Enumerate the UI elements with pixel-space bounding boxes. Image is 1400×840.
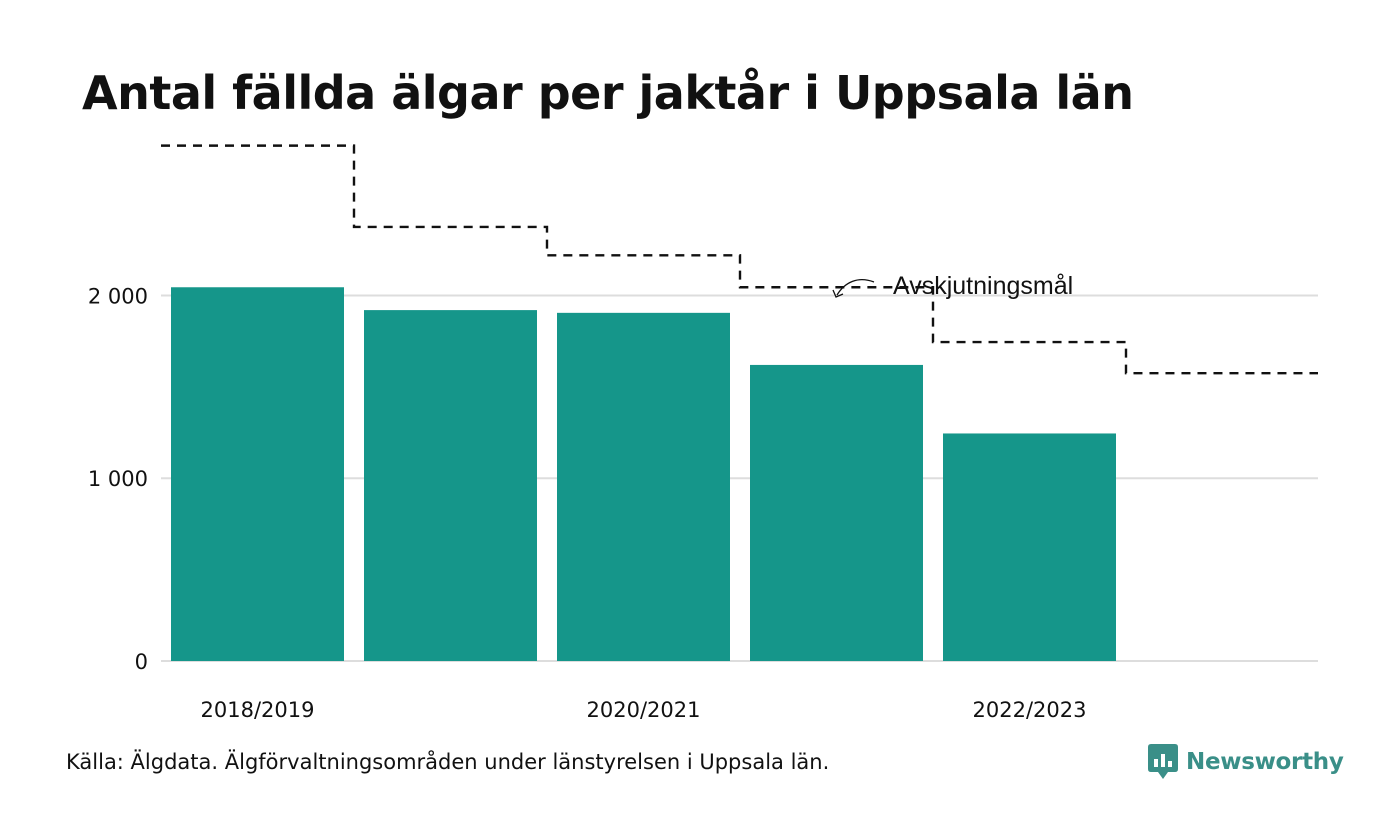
annotation-arrow — [836, 279, 875, 296]
x-tick-label: 2022/2023 — [973, 698, 1087, 722]
x-tick-label: 2020/2021 — [587, 698, 701, 722]
y-axis-ticks: 0 1 000 2 000 — [88, 284, 148, 674]
target-step-line — [161, 144, 1318, 375]
annotation-arrowhead — [832, 289, 844, 298]
x-axis-ticks: 2018/2019 2020/2021 2022/2023 — [201, 698, 1087, 722]
bar — [750, 364, 923, 661]
bar — [364, 310, 537, 661]
brand-name: Newsworthy — [1186, 749, 1344, 775]
bars — [171, 287, 1116, 661]
target-step-path — [161, 144, 1318, 375]
newsworthy-chart-bubble-icon — [1148, 744, 1178, 779]
bar — [557, 312, 730, 661]
source-note: Källa: Älgdata. Älgförvaltningsområden u… — [66, 750, 830, 774]
target-annotation: Avskjutningsmål — [832, 272, 1073, 300]
y-tick-label: 1 000 — [88, 467, 148, 491]
grid-lines — [161, 294, 1318, 662]
annotation-label: Avskjutningsmål — [893, 272, 1073, 300]
chart-title: Antal fällda älgar per jaktår i Uppsala … — [82, 66, 1134, 120]
bar — [943, 433, 1116, 661]
y-tick-label: 0 — [135, 650, 148, 674]
y-tick-label: 2 000 — [88, 284, 148, 308]
x-tick-label: 2018/2019 — [201, 698, 315, 722]
brand-logo: Newsworthy — [1148, 744, 1344, 780]
bar — [171, 287, 344, 661]
